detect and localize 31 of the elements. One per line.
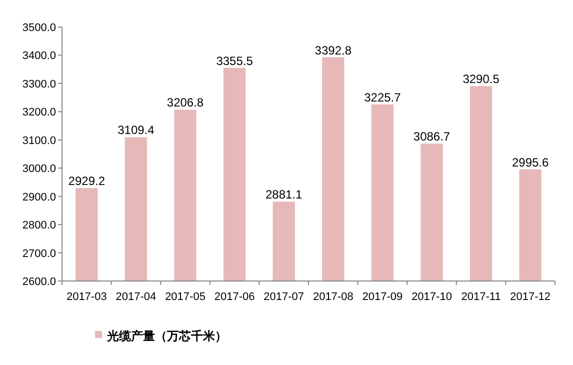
x-tick-label: 2017-04	[116, 291, 156, 303]
x-tick-label: 2017-06	[214, 291, 255, 303]
data-label: 3290.5	[462, 72, 500, 86]
x-tick-label: 2017-12	[510, 291, 551, 303]
x-tick-label: 2017-03	[66, 291, 107, 303]
y-tick-label: 3400.0	[22, 50, 56, 62]
y-tick-label: 2800.0	[22, 220, 56, 232]
data-label: 2929.2	[68, 174, 106, 188]
y-tick-label: 3000.0	[22, 163, 56, 176]
y-tick-label: 3100.0	[22, 134, 56, 147]
data-label: 3206.8	[166, 96, 204, 110]
y-tick-label: 3300.0	[22, 78, 56, 90]
data-label: 3225.7	[364, 90, 402, 104]
data-label: 2881.1	[266, 188, 303, 202]
data-label: 3109.4	[118, 123, 155, 138]
x-tick-label: 2017-10	[412, 291, 452, 303]
y-tick-label: 2600.0	[22, 276, 56, 288]
data-label: 2995.6	[512, 155, 550, 170]
y-tick-label: 2700.0	[22, 248, 56, 260]
x-tick-label: 2017-09	[362, 291, 403, 303]
x-tick-label: 2017-08	[312, 291, 354, 303]
data-label: 3355.5	[216, 54, 254, 68]
data-label: 3392.8	[314, 43, 352, 58]
x-tick-label: 2017-07	[264, 291, 304, 303]
y-tick-label: 2900.0	[22, 191, 56, 204]
y-tick-label: 3500.0	[22, 22, 56, 34]
x-tick-label: 2017-11	[461, 291, 501, 303]
legend-label: 光缆产量（万芯千米）	[106, 329, 227, 343]
x-tick-label: 2017-05	[165, 291, 206, 303]
y-tick-label: 3200.0	[22, 106, 56, 119]
data-label: 3086.7	[413, 130, 450, 144]
